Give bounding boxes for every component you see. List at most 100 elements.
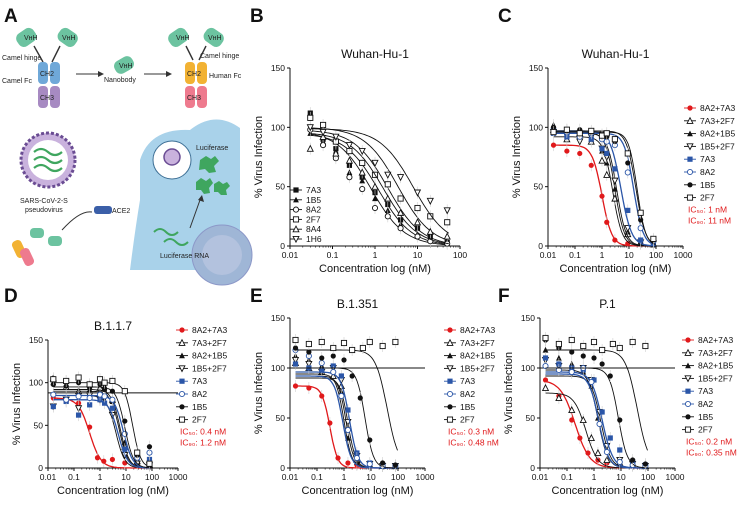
chart-c-point-7a3 xyxy=(638,237,644,243)
chart-f-point-7a3-2f7 xyxy=(555,393,563,402)
chart-b-point-8a2 xyxy=(359,185,366,193)
chart-e-point-1b5 xyxy=(349,373,355,379)
fusion-hinge-right xyxy=(198,45,207,61)
chart-d-point-2f7 xyxy=(134,449,141,456)
chart-e-point-2f7 xyxy=(366,338,373,346)
chart-b-point-8a4 xyxy=(306,144,314,152)
chart-c-xtick-label: 1 xyxy=(600,250,605,260)
chart-f-legend-marker-8a2-1b5 xyxy=(685,362,691,369)
camel-hinge-label: Camel hinge xyxy=(2,55,41,62)
chart-d-point-2f7 xyxy=(96,376,104,383)
ch2-domain-left xyxy=(38,62,48,84)
vhh-domain-left xyxy=(16,27,37,47)
chart-f-title: P.1 xyxy=(599,297,616,311)
chart-b-point-8a4 xyxy=(371,182,379,190)
panel-label-c: C xyxy=(498,6,512,27)
chart-b-point-1b5 xyxy=(384,207,391,213)
chart-b-curve-8a4 xyxy=(310,133,449,245)
chart-f-point-7a3 xyxy=(607,435,613,441)
panel-label-d: D xyxy=(4,286,18,307)
chart-d-point-2f7 xyxy=(146,460,153,467)
chart-f-xtick-label: 0.1 xyxy=(561,472,573,482)
pseudovirus-illustration: SARS-CoV-2-S pseudovirus xyxy=(19,131,77,214)
chart-c-point-7a3-2f7 xyxy=(598,156,606,164)
chart-c-point-2f7 xyxy=(611,136,618,143)
chart-b-title: Wuhan-Hu-1 xyxy=(341,47,409,61)
chart-e-point-7a3 xyxy=(345,407,351,413)
chart-b-legend-label-2f7: 2F7 xyxy=(306,214,321,224)
panel-f: F P.1 0 50 100 150 0.01 0.1 1 10 100 1000Concentra… xyxy=(498,286,737,497)
chart-d-ytick-label: 150 xyxy=(29,335,43,345)
chart-e-ic-label-1: IC₉₀: 0.48 nM xyxy=(448,437,499,447)
chart-c-point-8a2-7a3 xyxy=(612,237,618,243)
chart-d-legend-label-1b5-2f7: 1B5+2F7 xyxy=(192,363,227,373)
chart-b-point-8a4 xyxy=(358,168,366,176)
chart-b-point-2f7 xyxy=(397,195,404,202)
chart-f-xtick-label: 0.01 xyxy=(532,472,549,482)
chart-d-point-8a2-7a3 xyxy=(101,458,107,464)
chart-e-point-1b5 xyxy=(367,437,373,443)
vhh-domain-right xyxy=(57,27,78,47)
chart-d-legend-marker-7a3-2f7 xyxy=(178,338,186,346)
chart-e-legend-label-8a2-7a3: 8A2+7A3 xyxy=(460,325,495,335)
chart-c-point-8a2-7a3 xyxy=(599,193,605,199)
chart-f-point-2f7 xyxy=(590,338,598,346)
chart-b-point-1h6 xyxy=(371,159,379,168)
chart-f-legend-label-1b5: 1B5 xyxy=(698,412,713,422)
chart-d-point-8a2 xyxy=(86,394,93,402)
chart-b-point-1b5 xyxy=(372,195,378,202)
chart-e-point-8a2-7a3 xyxy=(327,420,333,426)
chart-e-point-7a3 xyxy=(319,367,325,373)
chart-f-legend-label-7a3-2f7: 7A3+2F7 xyxy=(698,348,733,358)
chart-e-point-1b5 xyxy=(357,395,363,401)
chart-c-point-2f7 xyxy=(637,209,644,216)
pseudovirus-label-2: pseudovirus xyxy=(25,207,63,214)
chart-f-ic-label-1: IC₉₀: 0.35 nM xyxy=(686,447,737,457)
chart-e-point-1b5 xyxy=(380,460,386,466)
chart-f-point-8a2-1b5 xyxy=(555,354,562,361)
chart-c-point-2f7 xyxy=(650,235,657,242)
fusion-vhh-label-right: VʜH xyxy=(208,35,222,42)
chart-e-ytick-label: 100 xyxy=(271,363,285,373)
fusion-ch3-left xyxy=(185,86,195,108)
chart-b-point-1h6 xyxy=(413,189,422,197)
chart-b-point-8a2 xyxy=(320,142,327,149)
hinge-line-right xyxy=(51,45,61,63)
chart-c-ytick-label: 100 xyxy=(529,122,543,132)
chart-d-legend: 8A2+7A3 7A3+2F7 8A2+1B5 1B5+2F7 7A3 8A2 1B5 2F7 xyxy=(176,325,227,425)
chart-f-ytick-label: 50 xyxy=(526,413,536,423)
chart-b-ylabel: % Virus Infection xyxy=(253,116,265,198)
chart-e-legend-label-7a3-2f7: 7A3+2F7 xyxy=(460,338,495,348)
fusion-vhh-label-left: VʜH xyxy=(176,35,190,42)
chart-b-point-8a2 xyxy=(397,225,404,232)
chart-f-curve-8a2 xyxy=(545,373,648,469)
chart-b-point-8a4 xyxy=(384,194,392,202)
chart-d-point-8a2 xyxy=(50,391,57,398)
chart-d-legend-marker-2f7 xyxy=(178,416,186,423)
chart-b-point-8a2 xyxy=(346,174,353,181)
nanobody-domain xyxy=(114,56,134,74)
chart-b-point-8a2 xyxy=(414,233,421,240)
chart-f-point-8a2 xyxy=(616,458,623,466)
chart-d-point-2f7 xyxy=(63,377,70,385)
chart-b-point-1h6 xyxy=(426,197,434,205)
panel-a: A VʜH VʜH Camel hinge CH2 CH3 Camel Fc N… xyxy=(2,6,253,286)
chart-e-legend-marker-2f7 xyxy=(446,416,454,423)
chart-b-point-1h6 xyxy=(345,142,354,150)
chart-b-xtick-label: 0.1 xyxy=(327,250,339,260)
chart-c-point-2f7 xyxy=(550,129,557,136)
ace2-label: ACE2 xyxy=(112,208,130,215)
chart-b-point-1h6 xyxy=(358,148,366,156)
chart-c-legend-marker-7a3 xyxy=(687,156,693,162)
chart-b-legend-marker-2f7 xyxy=(292,216,300,223)
chart-c-point-8a2-7a3 xyxy=(588,162,594,168)
chart-e-point-8a2 xyxy=(353,454,360,462)
fusion-ch2-left xyxy=(185,62,195,84)
chart-b-legend-marker-8a4 xyxy=(292,225,300,233)
panel-d: D B.1.1.7 0 50 100 150 0.01 0.1 1 10 100 1000Conce… xyxy=(4,286,227,497)
vhh-label-right: VʜH xyxy=(62,35,76,42)
chart-b-xtick-label: 0.01 xyxy=(282,250,299,260)
chart-d-title: B.1.1.7 xyxy=(94,319,132,333)
chart-d-ylabel: % Virus Infection xyxy=(11,363,23,445)
chart-e-point-8a2 xyxy=(338,392,345,400)
